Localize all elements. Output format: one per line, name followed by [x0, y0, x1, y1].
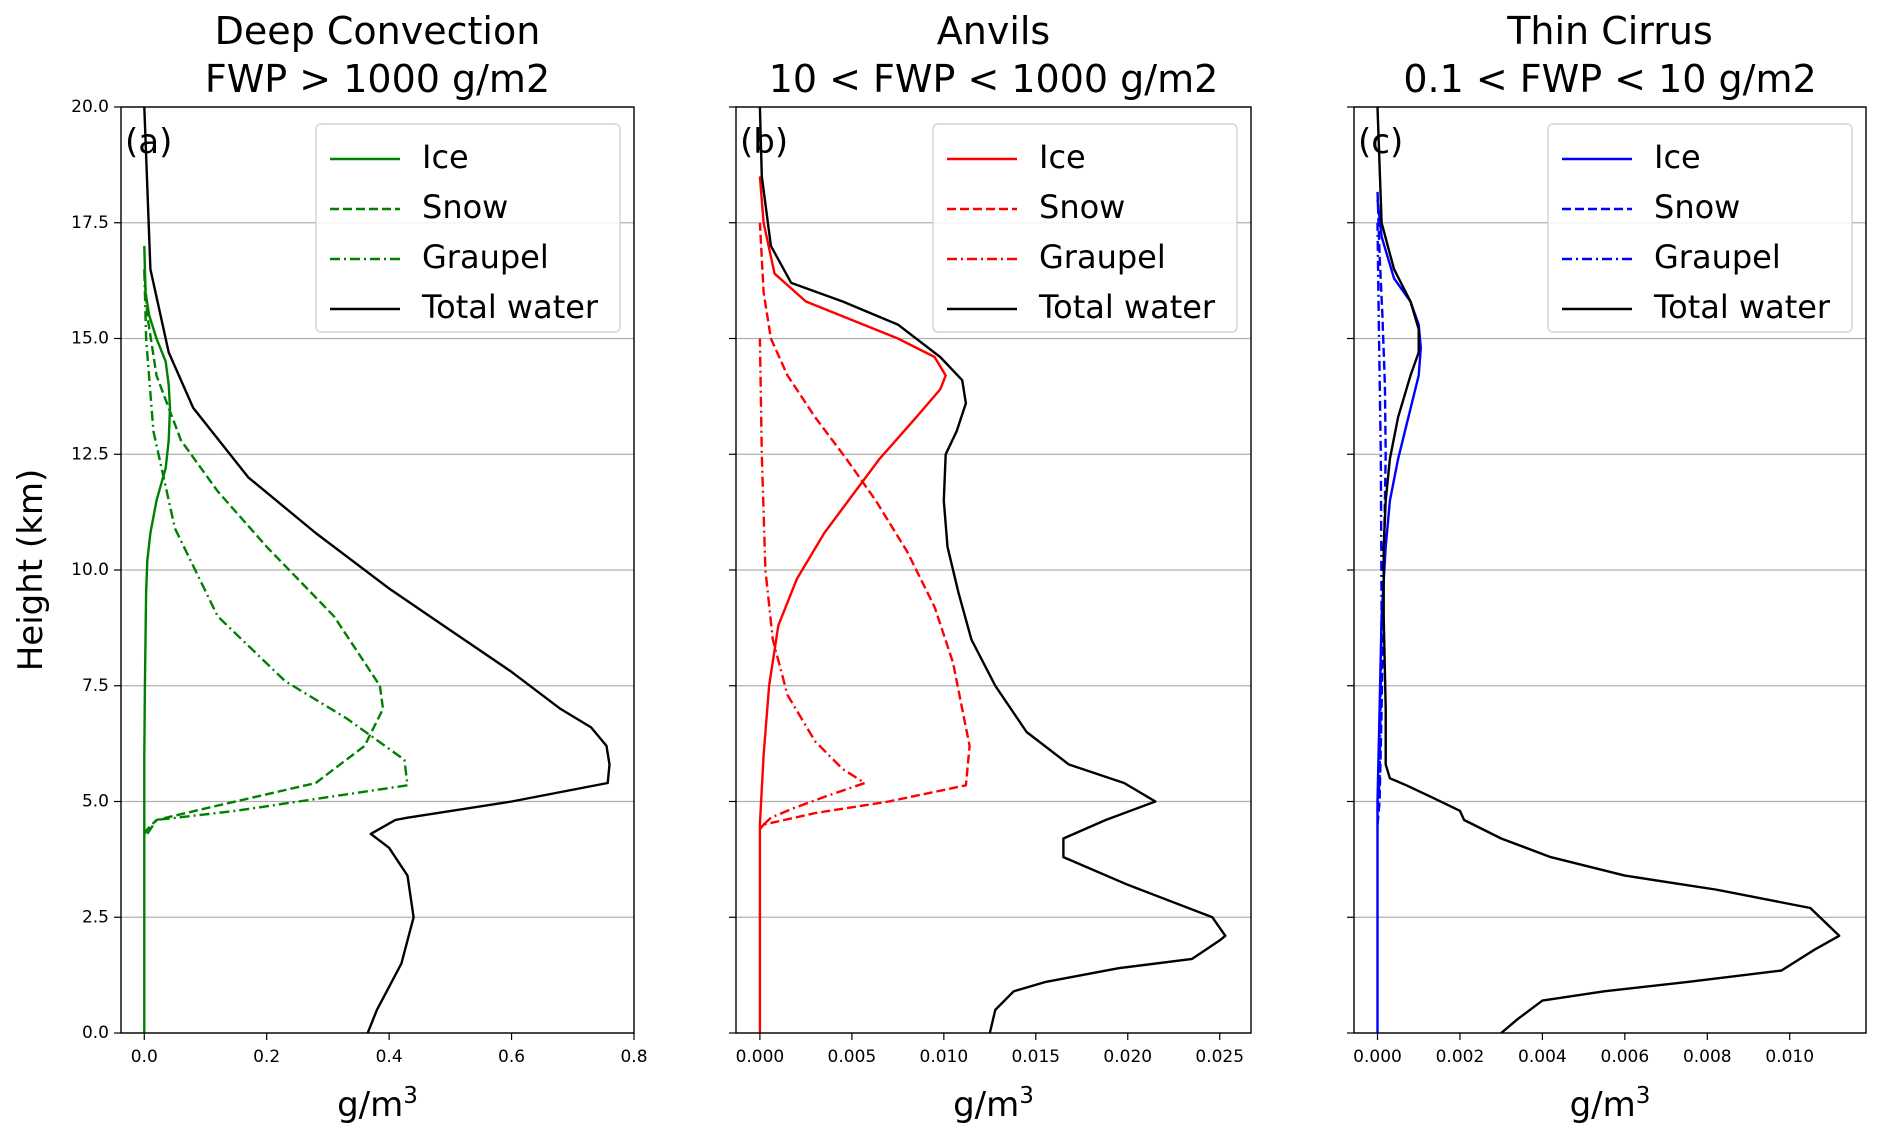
legend: Ice Snow Graupel Total water [315, 123, 621, 333]
x-axis-label-sup: 3 [403, 1083, 418, 1109]
x-tick-label: 0.010 [1765, 1047, 1814, 1067]
legend-label-total: Total water [1653, 288, 1831, 326]
legend-label-ice: Ice [422, 138, 469, 176]
legend-label-snow: Snow [422, 188, 508, 226]
y-axis-label: Height (km) [11, 469, 51, 672]
x-tick-label: 0.2 [253, 1047, 280, 1067]
legend-label-graupel: Graupel [422, 238, 549, 276]
panel-label: (c) [1358, 122, 1403, 162]
legend-label-snow: Snow [1039, 188, 1125, 226]
x-axis-label: g/m3 [1570, 1083, 1651, 1125]
x-tick-label: 0.025 [1195, 1047, 1244, 1067]
chart-title: Anvils [937, 9, 1050, 53]
series-line-ice [1376, 199, 1423, 1033]
series-line-graupel [143, 269, 409, 835]
series-line-total [1376, 107, 1841, 1033]
legend-label-total: Total water [421, 288, 599, 326]
series-line-snow [143, 269, 385, 835]
legend-label-ice: Ice [1654, 138, 1701, 176]
panel-2: 0.000 0.002 0.004 0.006 0.008 0.010 Thin Cirru… [1347, 9, 1867, 1125]
x-tick-label: 0.000 [1353, 1047, 1402, 1067]
x-tick-label: 0.6 [498, 1047, 525, 1067]
axes-frame [735, 106, 1252, 1034]
legend-label-ice: Ice [1039, 138, 1086, 176]
x-tick-label: 0.006 [1601, 1047, 1650, 1067]
series-group [143, 107, 611, 1033]
legend: Ice Snow Graupel Total water [932, 123, 1238, 333]
panel-label: (a) [125, 122, 172, 162]
panel-label: (b) [740, 122, 788, 162]
chart-subtitle: 0.1 < FWP < 10 g/m2 [1403, 57, 1816, 101]
x-tick-label: 0.010 [920, 1047, 969, 1067]
axes-frame [1353, 106, 1867, 1034]
y-tick-label: 15.0 [71, 329, 109, 349]
x-axis-label-sup: 3 [1019, 1083, 1034, 1109]
x-axis-label-base: g/m [953, 1085, 1019, 1125]
legend-box [1547, 123, 1853, 333]
x-tick-label: 0.000 [736, 1047, 785, 1067]
y-tick-label: 17.5 [71, 213, 109, 233]
x-axis-label: g/m3 [953, 1083, 1034, 1125]
chart-title: Deep Convection [215, 9, 541, 53]
x-tick-label: 0.005 [828, 1047, 877, 1067]
x-axis-label-sup: 3 [1636, 1083, 1651, 1109]
x-tick-label: 0.0 [131, 1047, 158, 1067]
x-tick-label: 0.004 [1518, 1047, 1567, 1067]
y-tick-label: 0.0 [82, 1023, 109, 1043]
y-tick-label: 20.0 [71, 97, 109, 117]
chart-subtitle: 10 < FWP < 1000 g/m2 [769, 57, 1219, 101]
y-tick-label: 12.5 [71, 444, 109, 464]
legend: Ice Snow Graupel Total water [1547, 123, 1853, 333]
x-tick-label: 0.8 [620, 1047, 647, 1067]
legend-label-total: Total water [1038, 288, 1216, 326]
legend-label-snow: Snow [1654, 188, 1740, 226]
series-line-graupel [1376, 222, 1383, 811]
series-line-total [758, 107, 1227, 1033]
legend-box [932, 123, 1238, 333]
series-line-ice [758, 176, 947, 1033]
legend-label-graupel: Graupel [1654, 238, 1781, 276]
x-tick-label: 0.015 [1011, 1047, 1060, 1067]
x-axis-label-base: g/m [337, 1085, 403, 1125]
y-tick-label: 2.5 [82, 907, 109, 927]
y-tick-label: 5.0 [82, 792, 109, 812]
series-line-total [143, 107, 611, 1033]
panel-0: 0.0 2.5 5.0 7.5 10.0 12.5 15.0 17.5 20.0 0.0 0.2 0.… [71, 9, 647, 1125]
x-axis-label-base: g/m [1570, 1085, 1636, 1125]
series-group [1376, 107, 1841, 1033]
chart-title: Thin Cirrus [1506, 9, 1713, 53]
chart-subtitle: FWP > 1000 g/m2 [205, 57, 550, 101]
series-line-graupel [758, 338, 866, 826]
axes-frame [120, 106, 635, 1034]
x-tick-label: 0.4 [376, 1047, 403, 1067]
y-tick-label: 7.5 [82, 676, 109, 696]
x-tick-label: 0.002 [1436, 1047, 1485, 1067]
series-line-ice [143, 245, 172, 1033]
y-tick-label: 10.0 [71, 560, 109, 580]
x-tick-label: 0.008 [1683, 1047, 1732, 1067]
x-axis-label: g/m3 [337, 1083, 418, 1125]
legend-box [315, 123, 621, 333]
series-line-snow [758, 222, 971, 831]
legend-label-graupel: Graupel [1039, 238, 1166, 276]
x-tick-label: 0.020 [1103, 1047, 1152, 1067]
series-group [758, 107, 1227, 1033]
